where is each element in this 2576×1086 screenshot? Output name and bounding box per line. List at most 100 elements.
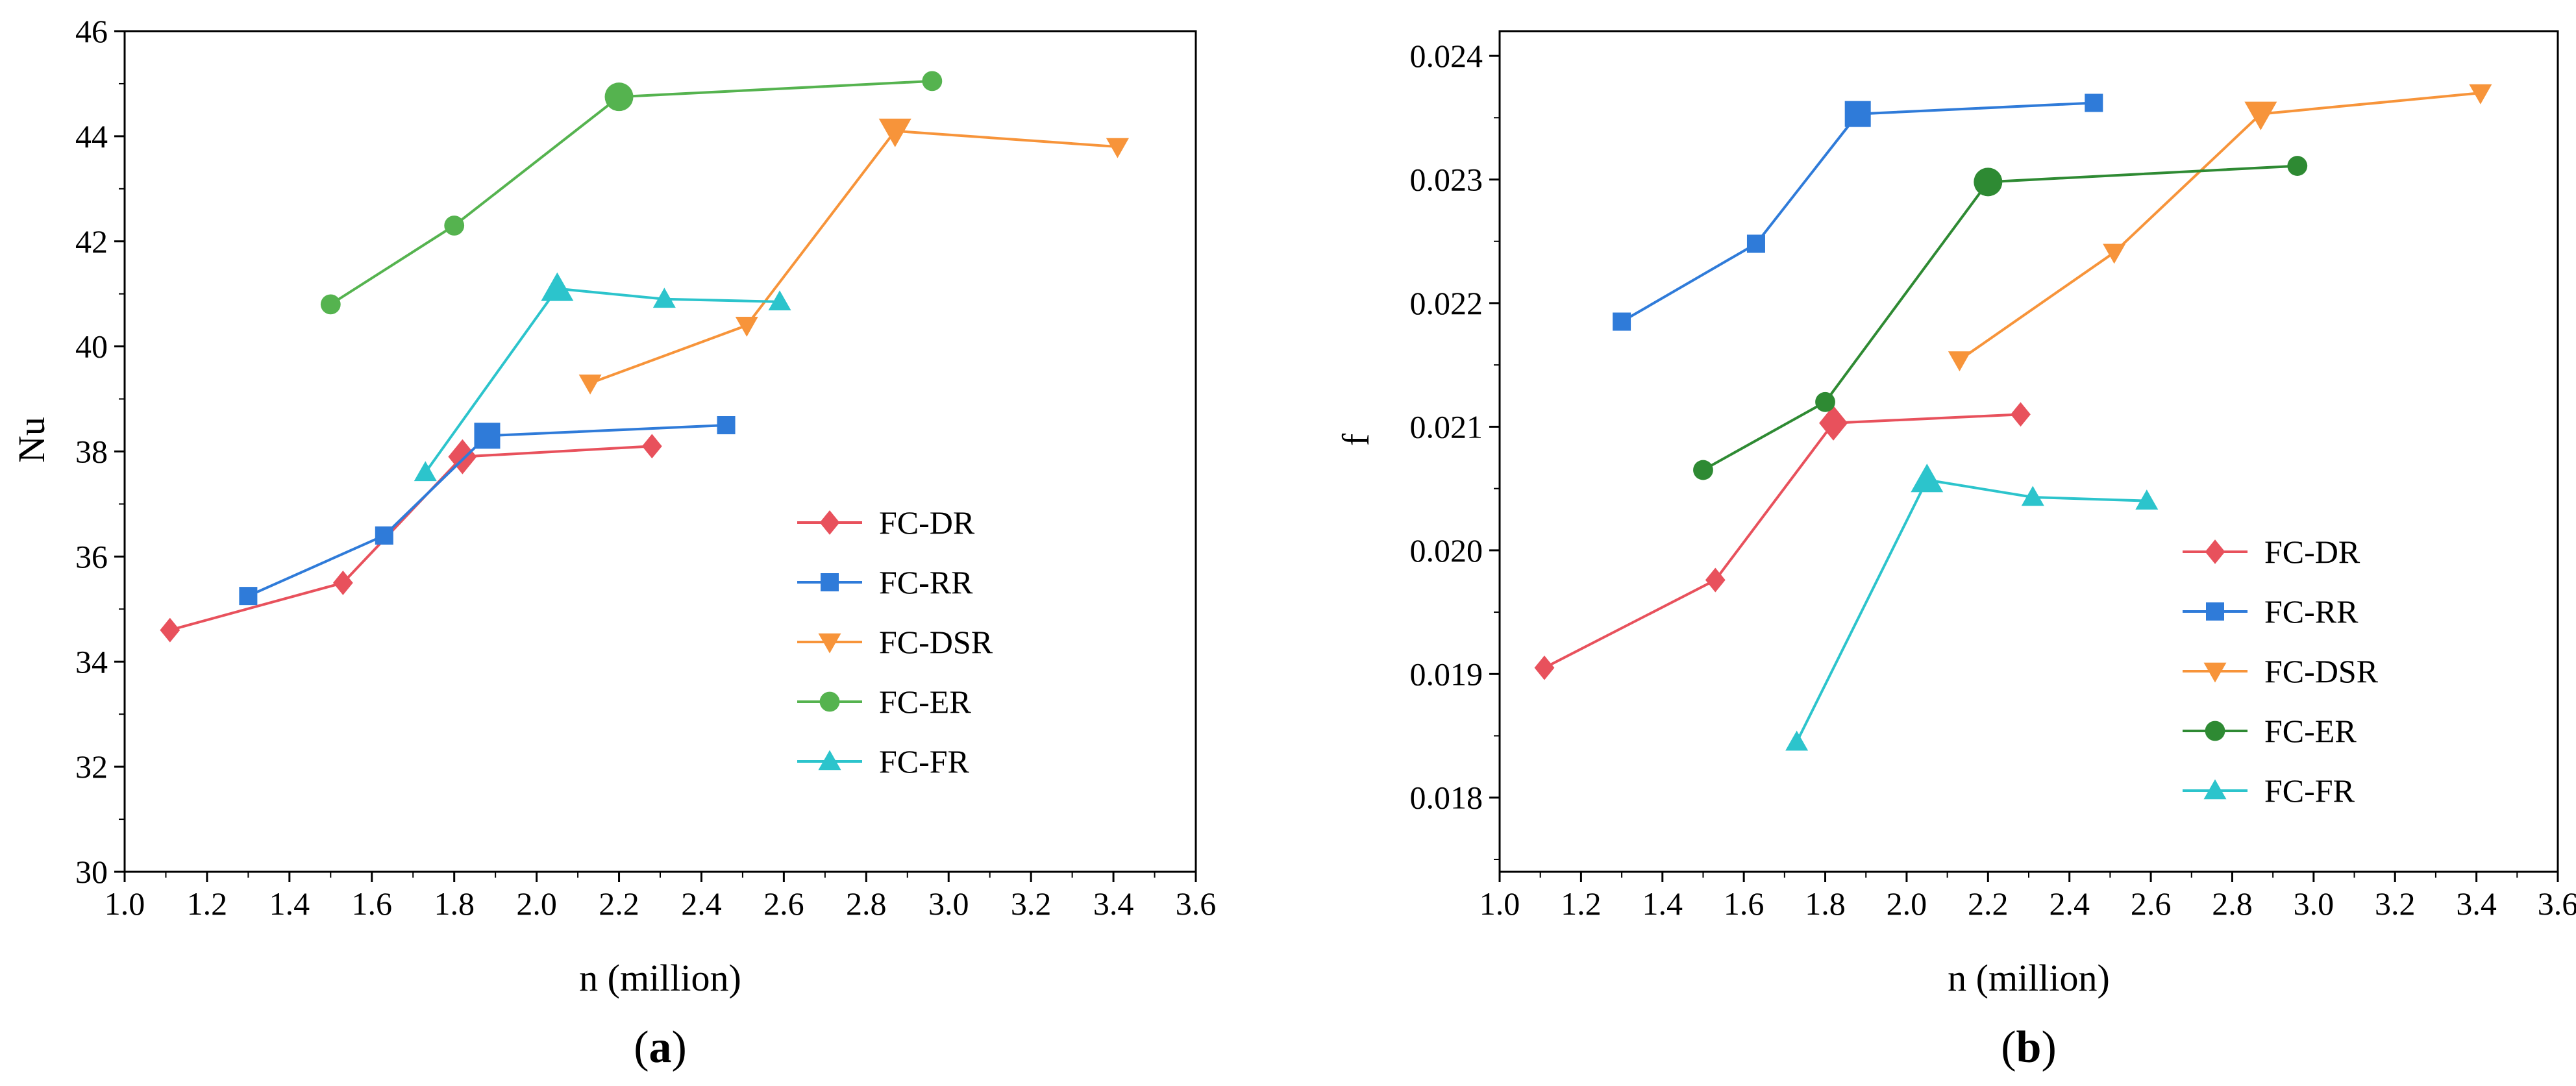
series-fc-dsr xyxy=(578,118,1129,395)
series-line xyxy=(424,287,780,474)
data-point xyxy=(1746,234,1765,253)
y-axis-title: f xyxy=(1335,433,1377,446)
data-point xyxy=(2085,93,2103,112)
x-tick-label: 3.2 xyxy=(1011,885,1052,922)
series-line xyxy=(247,424,726,597)
x-tick-label: 2.8 xyxy=(2212,885,2253,922)
data-point xyxy=(1106,138,1129,158)
data-point xyxy=(652,288,676,308)
data-point xyxy=(239,587,258,606)
data-point xyxy=(735,316,758,337)
y-tick-label: 46 xyxy=(75,13,108,49)
y-tick-label: 32 xyxy=(75,748,108,785)
y-tick-label: 34 xyxy=(75,643,108,680)
legend-entry: FC-ER xyxy=(797,684,971,720)
data-point xyxy=(2103,243,2126,264)
series-fc-dr xyxy=(160,434,662,643)
data-point xyxy=(768,290,791,311)
legend-marker xyxy=(821,573,839,591)
y-tick-label: 36 xyxy=(75,538,108,574)
plot-frame xyxy=(123,30,1197,873)
legend-label: FC-DSR xyxy=(2264,653,2379,689)
y-tick-label: 42 xyxy=(75,223,108,260)
series-line xyxy=(330,79,932,306)
data-point xyxy=(1815,391,1835,412)
x-tick-label: 2.6 xyxy=(763,885,804,922)
series-fc-fr xyxy=(1785,463,2159,751)
x-tick-label: 1.4 xyxy=(269,885,310,922)
data-point xyxy=(444,216,465,236)
x-axis-title: n (million) xyxy=(1948,957,2110,999)
legend-entry: FC-DR xyxy=(797,504,975,541)
data-point xyxy=(414,461,437,482)
x-tick-label: 2.0 xyxy=(516,885,557,922)
legend-entry: FC-DR xyxy=(2183,534,2360,570)
legend-label: FC-RR xyxy=(879,564,973,600)
legend-entry: FC-ER xyxy=(2183,713,2357,749)
x-tick-label: 1.2 xyxy=(187,885,228,922)
x-tick-label: 2.2 xyxy=(599,885,639,922)
data-point xyxy=(1705,567,1726,593)
x-tick-label: 2.2 xyxy=(1968,885,2009,922)
x-tick-label: 1.6 xyxy=(1724,885,1765,922)
y-tick-label: 0.022 xyxy=(1410,285,1483,321)
series-line xyxy=(1702,164,2297,471)
legend-label: FC-RR xyxy=(2264,593,2359,630)
x-tick-label: 2.0 xyxy=(1887,885,1927,922)
data-point xyxy=(2135,489,2159,510)
y-axis-title: Nu xyxy=(10,417,53,463)
legend-marker xyxy=(2203,779,2227,800)
data-point xyxy=(160,617,180,643)
legend-marker xyxy=(818,633,841,654)
legend-entry: FC-DSR xyxy=(797,624,993,660)
data-point xyxy=(2287,156,2308,176)
series-fc-rr xyxy=(1613,93,2103,331)
data-point xyxy=(717,416,736,435)
chart-panel-a: 1.0 1.2 1.4 1.6 1.8 2.0 2.2 2.4 2.6 2.8 3.0 3.2 3.4 3… xyxy=(10,13,1216,1072)
y-tick-label: 40 xyxy=(75,328,108,365)
x-tick-label: 3.6 xyxy=(2538,885,2576,922)
data-point xyxy=(2244,101,2277,130)
y-tick-label: 0.018 xyxy=(1410,780,1483,816)
data-point xyxy=(878,118,911,147)
x-tick-label: 1.0 xyxy=(105,885,145,922)
x-tick-label: 2.8 xyxy=(846,885,887,922)
legend-label: FC-DR xyxy=(879,504,975,541)
y-tick-label: 0.024 xyxy=(1410,38,1483,74)
data-point xyxy=(541,272,574,301)
x-tick-label: 3.4 xyxy=(1093,885,1134,922)
x-tick-label: 3.0 xyxy=(2294,885,2334,922)
x-tick-label: 1.4 xyxy=(1642,885,1683,922)
data-point xyxy=(332,570,353,595)
chart-panel-b: 1.0 1.2 1.4 1.6 1.8 2.0 2.2 2.4 2.6 2.8 3.0 3.2 3.4 3… xyxy=(1335,30,2576,1072)
legend-label: FC-DSR xyxy=(879,624,993,660)
series-line xyxy=(169,445,652,632)
x-axis-title: n (million) xyxy=(579,957,741,999)
x-tick-label: 2.4 xyxy=(681,885,722,922)
x-tick-label: 1.6 xyxy=(352,885,393,922)
x-tick-label: 1.8 xyxy=(1805,885,1846,922)
data-point xyxy=(1948,351,1971,372)
y-tick-label: 44 xyxy=(75,118,108,154)
series-fc-er xyxy=(1693,156,2308,480)
series-line xyxy=(1544,413,2021,669)
series-line xyxy=(589,129,1118,385)
data-point xyxy=(1534,655,1555,680)
legend-marker xyxy=(2205,721,2225,741)
panel-label: (b) xyxy=(2001,1022,2057,1072)
panel-label: (a) xyxy=(634,1022,687,1072)
data-point xyxy=(375,526,393,545)
legend-label: FC-FR xyxy=(2264,772,2355,809)
x-tick-label: 3.4 xyxy=(2456,885,2497,922)
legend-label: FC-ER xyxy=(2264,713,2357,749)
series-fc-rr xyxy=(239,416,736,606)
data-point xyxy=(1974,167,2003,197)
data-point xyxy=(1785,730,1809,751)
data-point xyxy=(2021,486,2044,506)
data-point xyxy=(604,82,634,112)
x-tick-label: 3.6 xyxy=(1176,885,1217,922)
legend-marker xyxy=(818,750,841,771)
legend-label: FC-DR xyxy=(2264,534,2360,570)
data-point xyxy=(2011,402,2031,427)
